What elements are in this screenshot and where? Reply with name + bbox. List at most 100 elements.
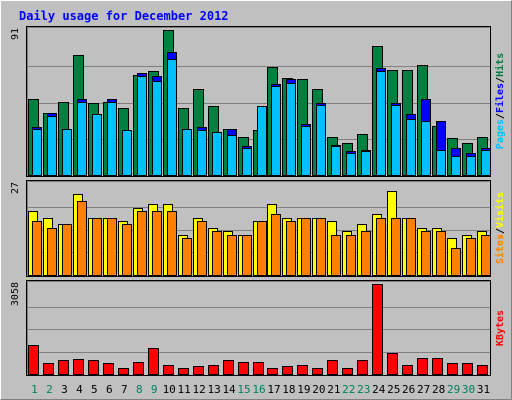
bar-sites [481, 235, 491, 276]
bar-pages [197, 130, 207, 176]
x-tick-label: 17 [267, 383, 280, 396]
bar-kbytes [312, 368, 323, 375]
bar-sites [331, 235, 341, 276]
bar-sites [47, 228, 57, 276]
bar-pages [122, 130, 132, 176]
x-tick-label: 5 [91, 383, 98, 396]
x-tick-label: 14 [222, 383, 236, 396]
bar-sites [406, 218, 416, 276]
bar-pages [346, 153, 356, 176]
bar-kbytes [267, 368, 278, 375]
series-sites [32, 201, 491, 276]
bar-sites [32, 221, 42, 276]
bar-pages [107, 102, 117, 176]
series-kbytes [28, 284, 488, 375]
bar-kbytes [88, 360, 99, 375]
bar-pages [301, 126, 311, 176]
x-tick-label: 2 [46, 383, 53, 396]
x-tick-label: 20 [312, 383, 325, 396]
bar-sites [391, 218, 401, 276]
bar-sites [271, 214, 281, 276]
x-tick-label: 22 [342, 383, 355, 396]
bar-kbytes [208, 365, 219, 375]
bar-kbytes [223, 360, 234, 375]
bar-pages [227, 135, 237, 176]
bar-sites [167, 211, 177, 276]
bar-kbytes [357, 360, 368, 375]
bar-sites [182, 238, 192, 276]
bar-pages [32, 129, 42, 176]
x-tick-label: 7 [121, 383, 128, 396]
bar-kbytes [73, 359, 84, 375]
bar-pages [47, 116, 57, 176]
bar-pages [361, 151, 371, 176]
legend-entry: Hits [494, 53, 506, 77]
bar-pages [77, 102, 87, 176]
bar-kbytes [118, 368, 129, 375]
bar-kbytes [462, 363, 473, 375]
bar-kbytes [417, 358, 428, 375]
bar-pages [481, 150, 491, 176]
bar-kbytes [58, 360, 69, 375]
bar-kbytes [402, 365, 413, 375]
x-tick-label: 27 [417, 383, 430, 396]
legend-entry: / [495, 113, 506, 119]
bar-kbytes [387, 353, 398, 375]
bar-sites [466, 238, 476, 276]
bar-sites [62, 224, 72, 276]
x-tick-label: 13 [207, 383, 220, 396]
x-tick-label: 31 [477, 383, 490, 396]
bar-pages [436, 150, 446, 176]
bar-kbytes [297, 365, 308, 375]
bar-sites [301, 218, 311, 276]
x-tick-label: 26 [402, 383, 415, 396]
bar-sites [451, 248, 461, 276]
x-tick-label: 25 [387, 383, 400, 396]
bar-pages [137, 76, 147, 176]
legend-entry: Sites [494, 234, 506, 264]
x-tick-label: 21 [327, 383, 340, 396]
bar-pages [391, 105, 401, 176]
bar-kbytes [163, 365, 174, 375]
bar-kbytes [103, 363, 114, 375]
bar-pages [182, 129, 192, 176]
x-tick-label: 3 [61, 383, 68, 396]
bar-sites [421, 231, 431, 276]
bar-kbytes [193, 366, 204, 375]
bar-kbytes [342, 368, 353, 375]
bar-sites [212, 231, 222, 276]
bar-kbytes [43, 363, 54, 375]
bar-sites [257, 221, 267, 276]
legend-entry: Files [494, 83, 506, 113]
bar-kbytes [133, 362, 144, 375]
x-tick-label: 6 [106, 383, 113, 396]
bar-pages [466, 156, 476, 176]
x-tick-label: 29 [447, 383, 460, 396]
bar-kbytes [178, 368, 189, 375]
bar-kbytes [447, 363, 458, 375]
legend-entry: / [495, 228, 506, 234]
bar-sites [286, 221, 296, 276]
bar-kbytes [477, 365, 488, 375]
bar-pages [421, 121, 431, 176]
bar-kbytes [148, 348, 159, 375]
x-tick-label: 11 [178, 383, 191, 396]
x-tick-label: 19 [297, 383, 310, 396]
legend-entry: Pages [495, 119, 506, 149]
panel-visits: 27 Sites/Visits [10, 180, 506, 277]
bar-sites [227, 235, 237, 276]
bar-sites [346, 235, 356, 276]
x-tick-label: 28 [432, 383, 445, 396]
bar-pages [152, 81, 162, 176]
bar-sites [242, 235, 252, 276]
bar-sites [152, 211, 162, 276]
bar-sites [436, 231, 446, 276]
bar-sites [376, 218, 386, 276]
x-tick-label: 16 [252, 383, 265, 396]
legend-hits: Pages/Files/Hits [494, 53, 506, 149]
y-max-label: 3058 [10, 282, 21, 306]
bar-pages [331, 146, 341, 176]
x-tick-label: 4 [76, 383, 83, 396]
bar-sites [107, 218, 117, 276]
bar-pages [167, 59, 177, 176]
